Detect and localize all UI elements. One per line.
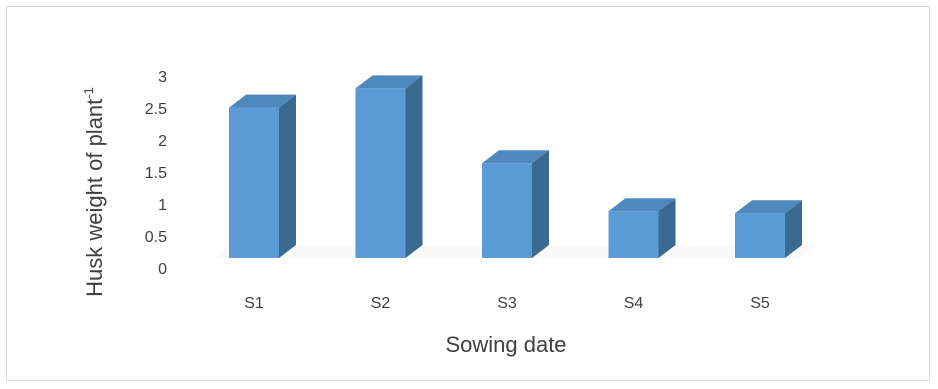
bar-S2 (355, 75, 423, 259)
bar-top (608, 198, 676, 212)
bar-top (229, 94, 296, 108)
y-axis-ticks: 0 0.5 1 1.5 2 2.5 3 (145, 69, 167, 278)
y-tick-label: 2 (158, 133, 167, 150)
bar-front (608, 211, 659, 258)
bar-front (229, 107, 279, 258)
bar-side (405, 75, 423, 259)
bar-top (735, 200, 802, 214)
x-tick-label: S2 (371, 295, 391, 312)
bar-side (658, 198, 676, 258)
y-tick-label: 0.5 (145, 229, 167, 246)
y-tick-label: 0 (158, 261, 167, 278)
x-axis-title: Sowing date (445, 332, 566, 357)
y-tick-label: 1 (158, 197, 167, 214)
bar-top (482, 150, 549, 164)
bar-S4 (608, 198, 676, 258)
y-axis-title-text: Husk weight of plant (82, 99, 107, 297)
bar-top (355, 75, 423, 89)
x-tick-label: S5 (750, 295, 770, 312)
y-axis-title-superscript: -1 (81, 87, 96, 99)
bar-S3 (482, 150, 549, 258)
bar-front (735, 213, 785, 258)
bar-S5 (735, 200, 802, 258)
bar-side (279, 94, 296, 258)
chart-frame (6, 6, 930, 381)
y-tick-label: 3 (158, 69, 167, 86)
bars (229, 75, 802, 259)
x-tick-label: S4 (624, 295, 644, 312)
bar-side (785, 200, 802, 258)
bar-S1 (229, 94, 296, 258)
y-axis-title: Husk weight of plant-1 (81, 87, 107, 297)
x-axis-ticks: S1 S2 S3 S4 S5 (244, 295, 770, 312)
x-tick-label: S1 (244, 295, 264, 312)
x-tick-label: S3 (497, 295, 517, 312)
bar-front (355, 88, 406, 259)
bar-side (532, 150, 549, 258)
bar-front (482, 163, 532, 258)
y-tick-label: 2.5 (145, 101, 167, 118)
y-tick-label: 1.5 (145, 165, 167, 182)
